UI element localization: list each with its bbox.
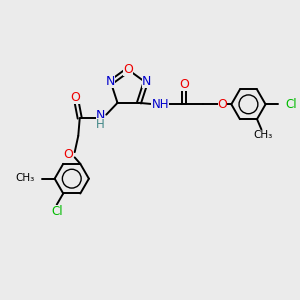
- Text: CH₃: CH₃: [16, 173, 35, 183]
- Text: N: N: [106, 75, 115, 88]
- Text: H: H: [96, 118, 105, 130]
- Text: N: N: [96, 109, 105, 122]
- Text: Cl: Cl: [285, 98, 297, 111]
- Text: Cl: Cl: [51, 205, 62, 218]
- Text: O: O: [63, 148, 73, 161]
- Text: O: O: [70, 91, 80, 104]
- Text: NH: NH: [152, 98, 169, 111]
- Text: CH₃: CH₃: [253, 130, 272, 140]
- Text: O: O: [179, 78, 189, 91]
- Text: N: N: [142, 75, 151, 88]
- Text: O: O: [218, 98, 227, 111]
- Text: O: O: [123, 63, 133, 76]
